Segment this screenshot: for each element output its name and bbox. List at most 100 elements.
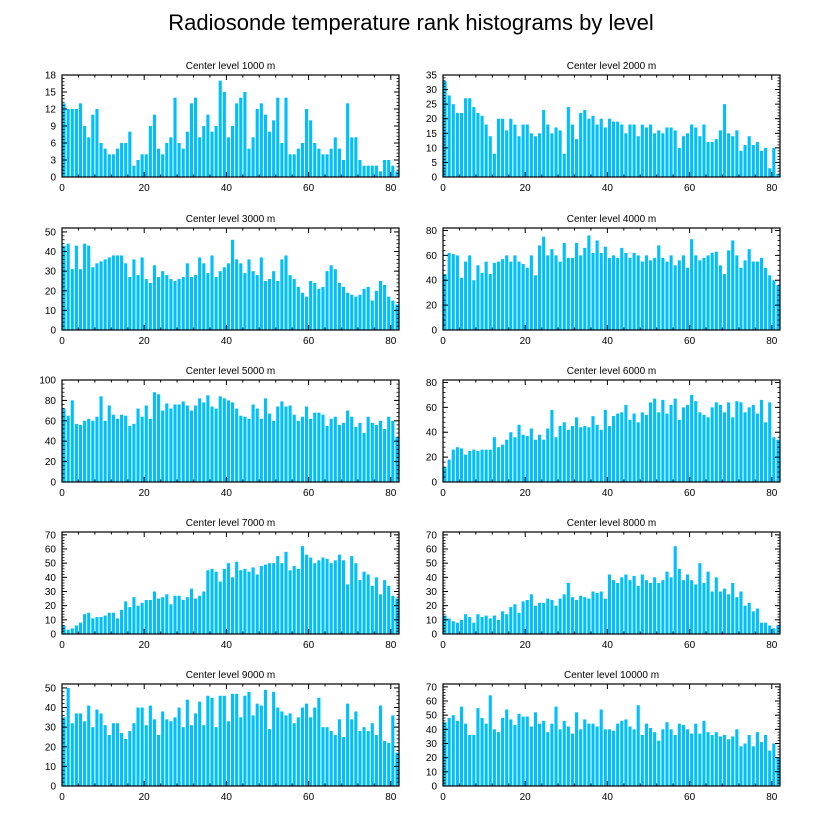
bar xyxy=(103,615,107,634)
bar xyxy=(276,406,280,482)
panel-title: Center level 5000 m xyxy=(186,366,276,377)
bar xyxy=(231,126,235,177)
bar xyxy=(189,103,194,177)
bar xyxy=(128,277,132,330)
bar xyxy=(111,154,115,177)
bar xyxy=(505,439,509,482)
bar xyxy=(472,622,476,634)
bar xyxy=(570,257,575,330)
bar xyxy=(759,622,764,634)
bar xyxy=(194,275,198,330)
bar xyxy=(378,705,383,786)
bar xyxy=(62,103,66,177)
bar xyxy=(243,416,247,482)
bar xyxy=(698,563,702,634)
bar xyxy=(206,570,210,634)
bar xyxy=(124,143,128,177)
bar xyxy=(468,255,472,330)
bar xyxy=(144,725,148,786)
x-tick-label: 20 xyxy=(520,183,532,194)
bar xyxy=(603,409,607,482)
bar xyxy=(685,267,690,330)
bar xyxy=(673,265,677,330)
bar xyxy=(501,118,505,177)
y-tick-label: 50 xyxy=(45,227,57,238)
bar xyxy=(346,292,350,330)
bar xyxy=(202,126,206,177)
bar xyxy=(366,416,370,482)
x-tick-label: 60 xyxy=(303,336,315,347)
bar xyxy=(636,422,640,482)
bar xyxy=(74,245,78,330)
bar xyxy=(772,743,776,786)
bar xyxy=(447,252,451,330)
bar xyxy=(165,275,169,330)
bar xyxy=(304,703,309,786)
histogram-panel-10: Center level 10000 m 0 20 40 60 80 0 10 20 30 40 50… xyxy=(426,670,781,803)
bar xyxy=(525,267,529,330)
bar xyxy=(251,137,255,177)
bar xyxy=(358,422,362,482)
bar xyxy=(148,418,152,482)
y-tick-label: 80 xyxy=(426,378,438,389)
bar xyxy=(304,296,309,330)
bar xyxy=(239,263,243,330)
bar xyxy=(488,449,492,482)
y-tick-label: 0 xyxy=(431,630,437,641)
bar xyxy=(292,723,296,786)
bar xyxy=(358,294,362,330)
bar xyxy=(300,416,304,482)
bar xyxy=(747,407,751,482)
bar xyxy=(690,394,694,482)
bar xyxy=(226,721,230,786)
bar xyxy=(669,729,673,786)
bar xyxy=(476,708,480,786)
y-tick-label: 20 xyxy=(45,457,57,468)
y-tick-label: 9 xyxy=(50,122,56,133)
bar xyxy=(607,257,611,330)
x-tick-label: 80 xyxy=(385,488,397,499)
bar xyxy=(546,598,550,634)
y-tick-label: 20 xyxy=(45,286,57,297)
bar xyxy=(640,735,644,786)
bar xyxy=(124,738,128,786)
bar xyxy=(263,398,267,482)
x-tick-label: 0 xyxy=(440,640,446,651)
bar xyxy=(550,249,554,330)
bar xyxy=(538,723,542,786)
bar xyxy=(731,736,735,786)
bar xyxy=(595,424,599,482)
bar xyxy=(284,97,288,177)
bar xyxy=(185,263,189,330)
bar xyxy=(346,584,350,634)
bar xyxy=(276,280,280,330)
bar xyxy=(128,607,132,634)
plot-frame xyxy=(442,227,781,331)
bar xyxy=(83,420,87,482)
bar xyxy=(587,723,591,786)
bar xyxy=(599,429,603,482)
bar xyxy=(144,600,148,634)
bar xyxy=(157,148,161,177)
bar xyxy=(612,580,616,634)
bar xyxy=(739,267,743,330)
bar xyxy=(447,95,451,177)
y-tick-label: 10 xyxy=(426,767,438,778)
bar xyxy=(226,263,230,330)
bar xyxy=(517,424,521,482)
bar xyxy=(599,591,603,634)
bar xyxy=(313,143,317,177)
bar xyxy=(607,118,611,177)
bar xyxy=(628,257,632,330)
bar xyxy=(669,255,673,330)
bar xyxy=(120,733,124,786)
x-tick-label: 20 xyxy=(520,488,532,499)
bar xyxy=(247,259,251,330)
bar xyxy=(218,695,222,786)
bar xyxy=(718,591,722,634)
bar xyxy=(722,412,727,482)
bar xyxy=(657,740,661,786)
bar xyxy=(395,598,399,634)
bar xyxy=(152,719,157,786)
bar xyxy=(231,577,235,634)
